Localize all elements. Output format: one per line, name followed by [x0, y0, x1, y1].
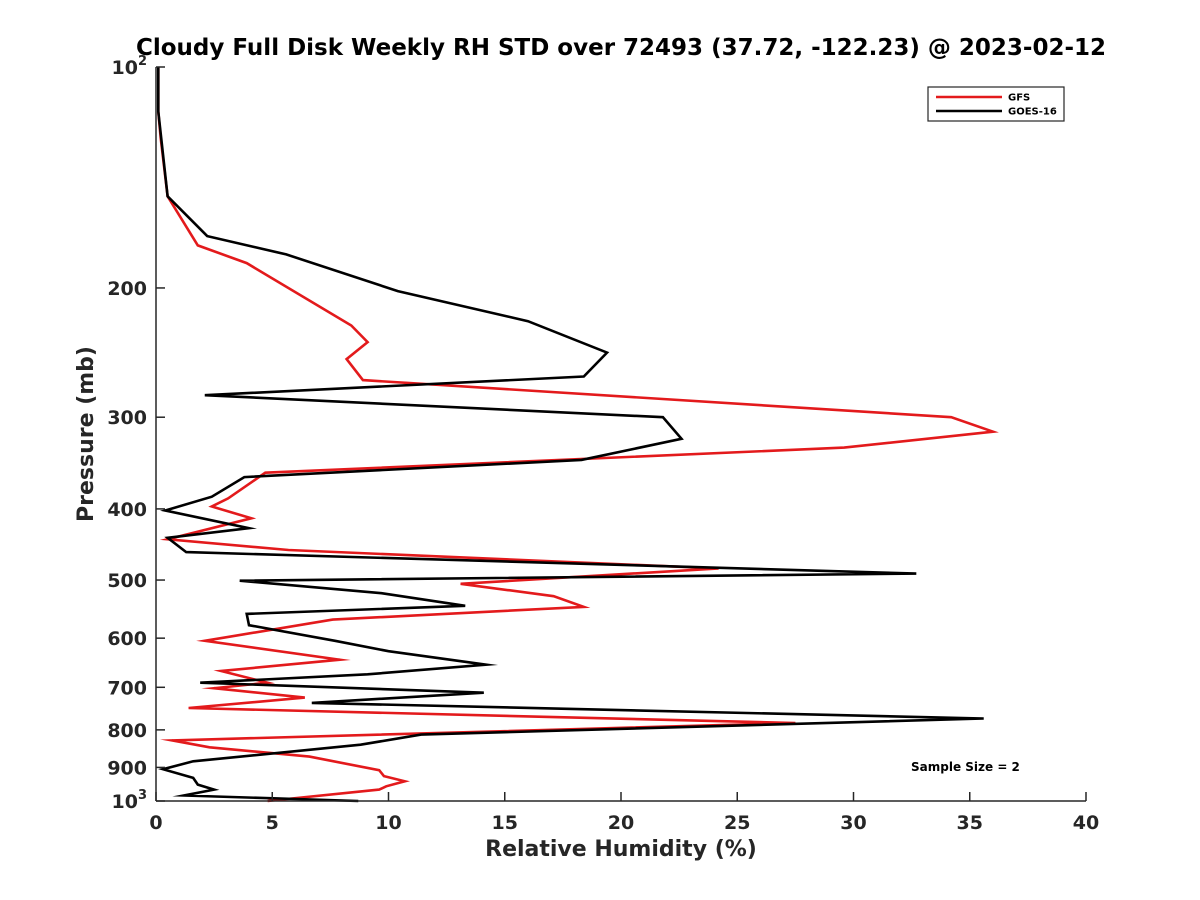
y-tick-label: 900	[107, 757, 147, 779]
x-tick-label: 25	[724, 812, 750, 834]
sample-size-annotation: Sample Size = 2	[911, 760, 1020, 774]
plot-area	[157, 67, 999, 803]
x-tick-label: 5	[266, 812, 279, 834]
x-tick-label: 20	[608, 812, 634, 834]
y-tick-label: 500	[107, 570, 147, 592]
x-axis-label: Relative Humidity (%)	[485, 837, 757, 862]
legend: GFS GOES-16	[927, 86, 1065, 122]
y-tick-label: 400	[107, 499, 147, 521]
x-ticks: 0 5 10 15 20 25 30 35 40	[149, 792, 1099, 834]
y-axis-label: Pressure (mb)	[74, 346, 99, 522]
x-tick-label: 0	[149, 812, 162, 834]
legend-box	[927, 86, 1065, 122]
x-tick-label: 30	[840, 812, 866, 834]
series-line-goes16	[157, 67, 984, 803]
x-tick-label: 40	[1073, 812, 1099, 834]
y-tick-label: 600	[107, 628, 147, 650]
x-tick-label: 35	[957, 812, 983, 834]
y-tick-label: 103	[112, 788, 148, 813]
axes	[155, 67, 1086, 802]
y-tick-label: 800	[107, 720, 147, 742]
y-tick-label: 200	[107, 278, 147, 300]
legend-label-goes16: GOES-16	[1008, 107, 1057, 118]
chart-title: Cloudy Full Disk Weekly RH STD over 7249…	[136, 35, 1106, 61]
series-line-gfs	[157, 67, 999, 803]
x-tick-label: 15	[492, 812, 518, 834]
y-tick-label: 300	[107, 407, 147, 429]
legend-label-gfs: GFS	[1008, 93, 1030, 104]
y-tick-label: 102	[112, 54, 148, 79]
y-tick-label: 700	[107, 677, 147, 699]
x-tick-label: 10	[375, 812, 401, 834]
y-ticks: 102 200 300 400 500 600 700 800 900 103	[107, 54, 165, 813]
